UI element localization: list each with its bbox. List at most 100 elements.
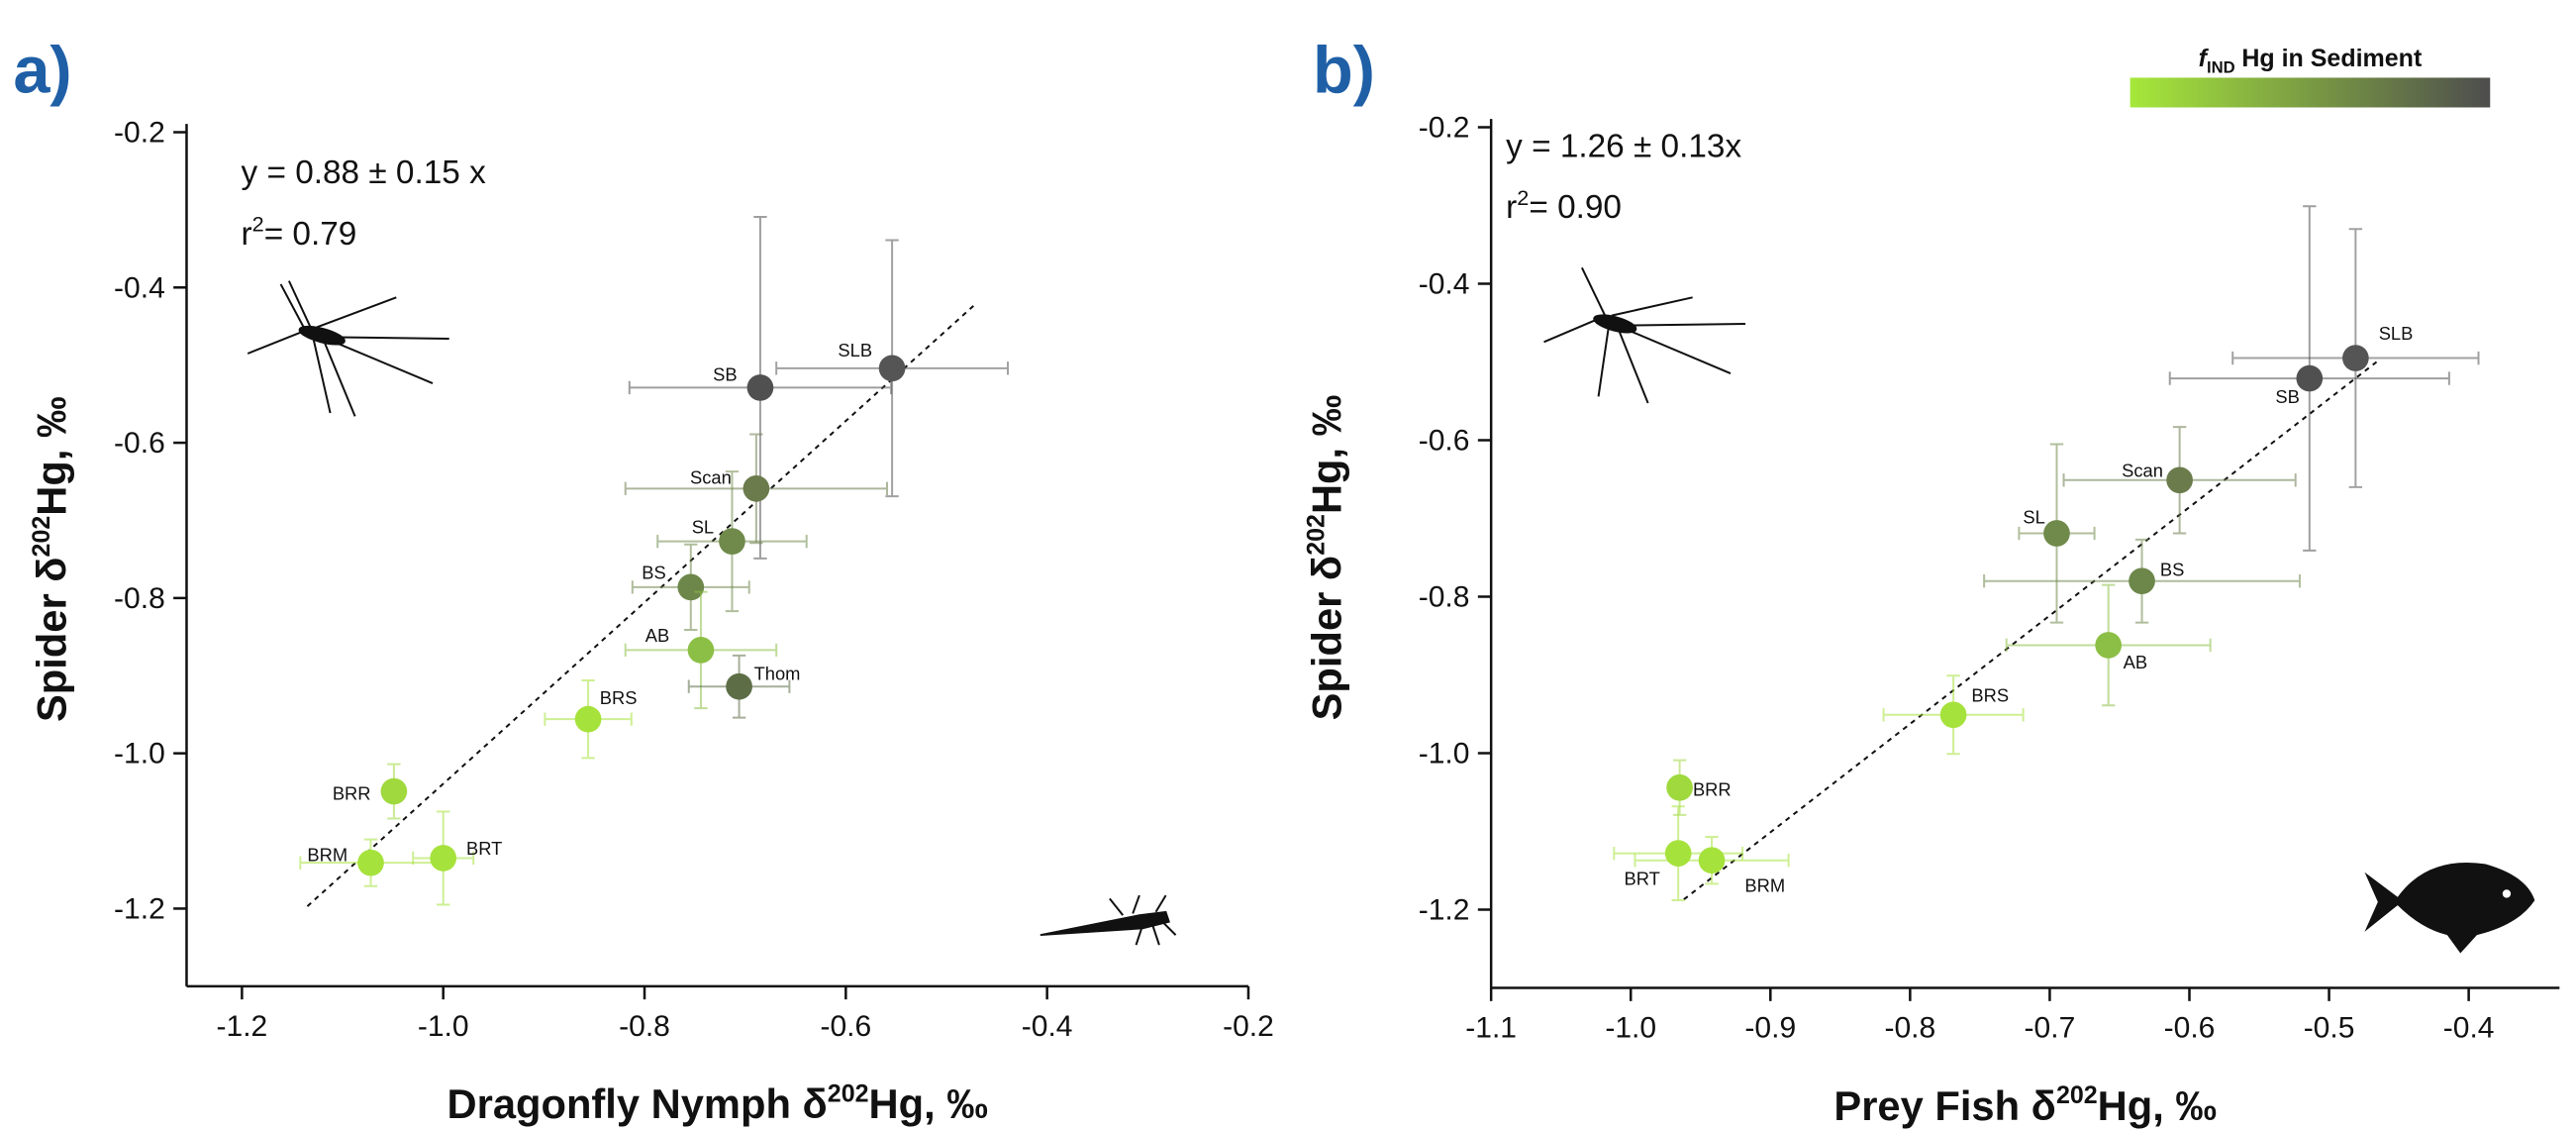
point-label: BRR [333, 782, 371, 803]
colorbar-title-part: IND [2207, 57, 2235, 76]
y-axis-title-part: Hg, ‰ [1303, 395, 1349, 514]
point [743, 474, 770, 502]
point [746, 374, 774, 401]
point-label: SL [2023, 506, 2044, 527]
point [2296, 364, 2324, 392]
point-label: AB [645, 625, 669, 646]
point-label: BRM [307, 845, 347, 866]
colorbar [2130, 77, 2491, 108]
x-tick-label: -0.9 [1744, 1012, 1796, 1045]
r-squared-part: 2 [252, 212, 264, 237]
x-axis-title-part: Hg, ‰ [869, 1080, 988, 1127]
x-axis-title-part: Hg, ‰ [2098, 1082, 2217, 1129]
y-axis-title-part: Spider δ [1303, 556, 1349, 721]
colorbar-title-part: f [2199, 45, 2210, 72]
point-label: SLB [838, 340, 872, 360]
point-label: BRS [1971, 684, 2009, 705]
r-squared-part: 2 [1517, 185, 1529, 210]
x-tick-label: -0.4 [1022, 1010, 1073, 1043]
point [687, 637, 715, 664]
point [2342, 345, 2369, 371]
point-label: BS [2160, 560, 2184, 580]
x-tick-label: -1.0 [1605, 1012, 1656, 1045]
point-label: BRT [466, 838, 502, 859]
y-tick-label: -0.6 [114, 427, 165, 460]
point-label: Scan [690, 466, 732, 487]
fish-icon [2364, 863, 2535, 954]
x-tick-label: -1.2 [217, 1010, 268, 1043]
x-axis-title-part: Prey Fish δ [1833, 1082, 2056, 1129]
point-label: BRM [1744, 874, 1785, 895]
point [1664, 840, 1692, 867]
y-axis-title-part: Spider δ [29, 557, 75, 722]
y-tick-label: -0.4 [1419, 268, 1470, 301]
r-squared-part: r [1506, 189, 1517, 226]
point [357, 849, 384, 876]
x-axis-title: Prey Fish δ202Hg, ‰ [1833, 1081, 2217, 1129]
spider-icon [1543, 266, 1746, 404]
x-axis-title-part: 202 [828, 1080, 869, 1108]
y-tick-label: -0.8 [114, 582, 165, 615]
y-tick-label: -0.4 [114, 271, 165, 304]
r-squared: r2= 0.79 [242, 212, 357, 253]
x-tick-label: -0.8 [1884, 1012, 1935, 1045]
equation: y = 1.26 ± 0.13x [1506, 129, 1741, 165]
point [430, 845, 457, 872]
panel-label: b) [1313, 34, 1375, 107]
point-label: Thom [754, 664, 801, 684]
fit-line [1683, 360, 2378, 901]
point-label: BS [642, 563, 665, 583]
panel-label: a) [13, 34, 71, 107]
point-label: SB [713, 364, 737, 385]
x-tick-label: -0.6 [820, 1010, 871, 1043]
equation: y = 0.88 ± 0.15 x [242, 154, 487, 191]
r-squared: r2= 0.90 [1506, 185, 1622, 226]
point [574, 705, 602, 733]
y-tick-label: -1.2 [1419, 894, 1470, 927]
point-label: BRT [1625, 868, 1660, 888]
point-label: SB [2275, 386, 2299, 407]
point [1698, 847, 1726, 874]
x-tick-label: -0.5 [2304, 1012, 2355, 1045]
x-tick-label: -0.6 [2164, 1012, 2216, 1045]
x-tick-label: -1.1 [1465, 1012, 1517, 1045]
y-axis-title-part: Hg, ‰ [29, 396, 75, 515]
y-axis-title-part: 202 [1303, 514, 1331, 556]
x-axis-title: Dragonfly Nymph δ202Hg, ‰ [447, 1080, 988, 1128]
y-axis-title: Spider δ202Hg, ‰ [1303, 395, 1350, 721]
point-label: BRS [600, 687, 638, 708]
point-label: SL [692, 516, 714, 537]
x-tick-label: -0.7 [2025, 1012, 2076, 1045]
point [2129, 567, 2155, 595]
x-tick-label: -0.8 [619, 1010, 670, 1043]
point-label: AB [2124, 652, 2147, 672]
point [2095, 632, 2123, 659]
spider-icon [247, 280, 449, 417]
point [2043, 520, 2070, 547]
point [380, 777, 408, 805]
point-label: Scan [2122, 460, 2163, 480]
x-axis-title-part: 202 [2056, 1081, 2098, 1109]
colorbar-title-part: Hg in Sediment [2241, 45, 2423, 72]
x-tick-label: -0.2 [1223, 1010, 1274, 1043]
x-tick-label: -0.4 [2443, 1012, 2495, 1045]
y-tick-label: -1.2 [114, 892, 165, 925]
point [677, 573, 705, 601]
point [878, 355, 906, 382]
y-tick-label: -0.8 [1419, 581, 1470, 614]
r-squared-part: = 0.79 [264, 216, 357, 253]
point [726, 672, 752, 700]
point-label: BRR [1693, 779, 1732, 800]
y-tick-label: -0.2 [114, 117, 165, 150]
dragonfly-icon [1040, 894, 1177, 946]
point-label: SLB [2379, 323, 2414, 344]
x-axis-title-part: Dragonfly Nymph δ [447, 1080, 828, 1127]
point [1939, 701, 1967, 729]
fit-line [306, 302, 978, 907]
y-axis-title: Spider δ202Hg, ‰ [28, 396, 75, 722]
r-squared-part: r [242, 216, 252, 253]
point [1666, 773, 1693, 801]
